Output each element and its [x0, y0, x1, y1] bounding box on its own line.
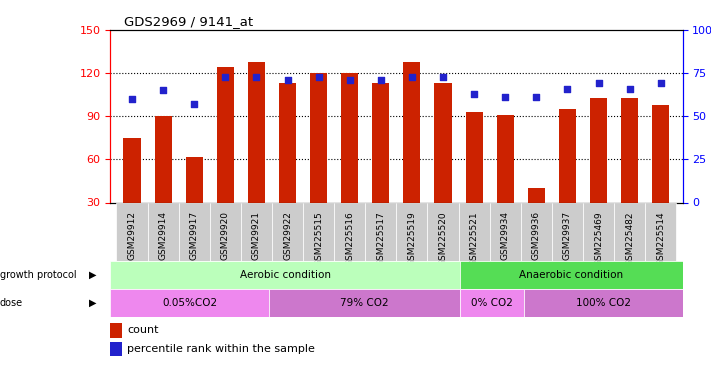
Bar: [241, 202, 272, 261]
Text: GSM225516: GSM225516: [346, 211, 354, 266]
Text: GSM29912: GSM29912: [127, 211, 137, 260]
Point: [344, 77, 356, 83]
Bar: [124, 138, 141, 202]
Bar: [365, 202, 397, 261]
Text: GDS2969 / 9141_at: GDS2969 / 9141_at: [124, 15, 254, 28]
Bar: [552, 202, 583, 261]
Point: [500, 94, 511, 100]
Text: growth protocol: growth protocol: [0, 270, 77, 280]
Point: [406, 74, 417, 80]
Bar: [334, 202, 365, 261]
Bar: [460, 261, 683, 289]
Bar: [117, 202, 148, 261]
Text: Anaerobic condition: Anaerobic condition: [519, 270, 624, 280]
Text: GSM29921: GSM29921: [252, 211, 261, 260]
Point: [530, 94, 542, 100]
Point: [469, 91, 480, 97]
Bar: [148, 202, 178, 261]
Point: [624, 86, 636, 92]
Text: GSM225469: GSM225469: [594, 211, 603, 266]
Bar: [427, 202, 459, 261]
Text: GSM225520: GSM225520: [439, 211, 447, 266]
Bar: [523, 289, 683, 317]
Bar: [341, 73, 358, 202]
Text: GSM225521: GSM225521: [470, 211, 479, 266]
Text: GSM225519: GSM225519: [407, 211, 417, 266]
Point: [188, 101, 200, 107]
Point: [562, 86, 573, 92]
Text: GSM225482: GSM225482: [625, 211, 634, 266]
Point: [313, 74, 324, 80]
Bar: [186, 156, 203, 203]
Bar: [110, 289, 269, 317]
Bar: [497, 115, 514, 202]
Bar: [614, 202, 646, 261]
Bar: [466, 112, 483, 202]
Bar: [110, 323, 122, 338]
Point: [220, 74, 231, 80]
Text: 0% CO2: 0% CO2: [471, 298, 513, 308]
Text: 100% CO2: 100% CO2: [576, 298, 631, 308]
Bar: [652, 105, 669, 202]
Text: GSM29914: GSM29914: [159, 211, 168, 260]
Text: GSM29934: GSM29934: [501, 211, 510, 260]
Text: 0.05%CO2: 0.05%CO2: [162, 298, 218, 308]
Point: [282, 77, 293, 83]
Bar: [303, 202, 334, 261]
Bar: [210, 202, 241, 261]
Point: [375, 77, 387, 83]
Point: [593, 81, 604, 87]
Point: [437, 74, 449, 80]
Bar: [110, 261, 460, 289]
Text: GSM29937: GSM29937: [563, 211, 572, 260]
Bar: [559, 109, 576, 202]
Point: [157, 87, 169, 93]
Bar: [269, 289, 460, 317]
Text: GSM225517: GSM225517: [376, 211, 385, 266]
Text: GSM29920: GSM29920: [221, 211, 230, 260]
Point: [251, 74, 262, 80]
Text: GSM225514: GSM225514: [656, 211, 665, 266]
Text: ▶: ▶: [89, 270, 97, 280]
Bar: [403, 62, 420, 202]
Point: [655, 81, 666, 87]
Text: dose: dose: [0, 298, 23, 308]
Text: ▶: ▶: [89, 298, 97, 308]
Text: 79% CO2: 79% CO2: [341, 298, 389, 308]
Bar: [373, 83, 390, 203]
Bar: [621, 98, 638, 202]
Bar: [110, 342, 122, 356]
Bar: [272, 202, 303, 261]
Bar: [397, 202, 427, 261]
Bar: [217, 68, 234, 203]
Bar: [248, 62, 265, 202]
Bar: [490, 202, 520, 261]
Bar: [460, 289, 523, 317]
Text: Aerobic condition: Aerobic condition: [240, 270, 331, 280]
Bar: [434, 83, 451, 203]
Text: GSM29917: GSM29917: [190, 211, 198, 260]
Text: GSM225515: GSM225515: [314, 211, 323, 266]
Text: GSM29922: GSM29922: [283, 211, 292, 260]
Bar: [279, 83, 296, 203]
Bar: [528, 188, 545, 202]
Bar: [520, 202, 552, 261]
Bar: [646, 202, 676, 261]
Text: GSM29936: GSM29936: [532, 211, 541, 260]
Bar: [310, 73, 327, 202]
Bar: [583, 202, 614, 261]
Bar: [590, 98, 607, 202]
Bar: [154, 116, 171, 202]
Text: percentile rank within the sample: percentile rank within the sample: [127, 344, 315, 354]
Point: [127, 96, 138, 102]
Text: count: count: [127, 326, 159, 335]
Bar: [459, 202, 490, 261]
Bar: [178, 202, 210, 261]
